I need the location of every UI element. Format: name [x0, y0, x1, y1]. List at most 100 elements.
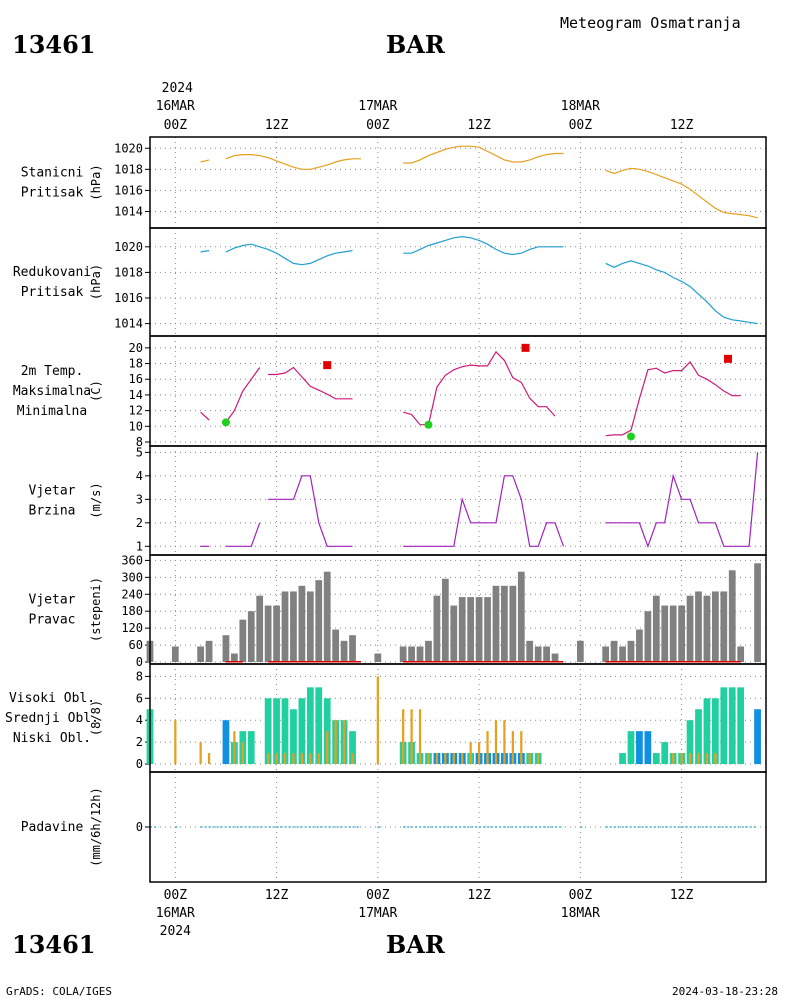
cloud-bar-low	[267, 753, 270, 764]
cloud-bar-mid	[661, 742, 669, 764]
cloud-bar-mid	[652, 753, 660, 764]
wind-direction-bar	[467, 597, 475, 662]
wind-direction-bar	[509, 585, 517, 662]
cloud-bar-low	[714, 753, 717, 764]
cloud-bar-high	[222, 720, 230, 764]
cloud-bar-mid	[281, 698, 289, 764]
y-axis-title: (m/s)	[89, 482, 103, 518]
cloud-bar-mid	[306, 687, 314, 764]
cloud-bar-mid	[627, 731, 635, 764]
series-line	[225, 243, 353, 266]
wind-direction-bar	[678, 605, 685, 662]
top-time-label: 17MAR	[358, 99, 397, 114]
wind-direction-bar	[517, 571, 525, 662]
wind-direction-bar	[737, 646, 745, 662]
panel-precipitation	[145, 771, 767, 883]
series-line	[200, 250, 210, 253]
y-tick-label: 1018	[114, 265, 143, 279]
footer-credit: GrADS: COLA/IGES	[6, 985, 112, 998]
bottom-time-label: 17MAR	[358, 906, 397, 921]
cloud-bar-low	[376, 676, 379, 764]
wind-direction-bar	[247, 611, 255, 662]
cloud-bar-mid	[247, 731, 255, 764]
cloud-bar-mid	[264, 698, 272, 764]
wind-direction-bar	[543, 646, 550, 662]
series-line	[200, 411, 210, 421]
series-line	[605, 260, 758, 325]
wind-direction-bar	[374, 653, 382, 662]
top-time-label: 16MAR	[156, 99, 195, 114]
wind-direction-bar	[273, 605, 280, 662]
cloud-bar-mid	[290, 709, 297, 764]
cloud-bar-low	[494, 720, 498, 764]
cloud-bar-high	[644, 731, 652, 764]
series-line	[200, 159, 210, 163]
cloud-bar-low	[477, 742, 481, 764]
y-axis-title: (hPa)	[89, 164, 103, 200]
wind-direction-bar	[686, 595, 694, 662]
cloud-bar-low	[486, 731, 489, 764]
cloud-bar-low	[402, 709, 405, 764]
y-tick-label: 4	[136, 469, 143, 483]
cloud-bar-low	[503, 720, 506, 764]
cloud-bar-low	[334, 720, 337, 764]
y-tick-label: 0	[136, 655, 143, 669]
bottom-time-label: 12Z	[265, 888, 289, 903]
cloud-bar-low	[233, 731, 236, 764]
cloud-bar-low	[275, 753, 278, 764]
cloud-bar-mid	[315, 687, 323, 764]
panel-label: Srednji Obl.	[5, 711, 99, 726]
y-tick-label: 4	[136, 713, 143, 727]
cloud-bar-mid	[298, 698, 306, 764]
y-tick-label: 1014	[114, 317, 143, 331]
y-tick-label: 12	[129, 404, 143, 418]
cloud-bar-low	[300, 753, 304, 764]
wind-direction-bar	[171, 646, 179, 662]
cloud-bar-low	[705, 753, 709, 764]
y-tick-label: 1016	[114, 291, 143, 305]
y-tick-label: 1	[136, 539, 143, 553]
panel-label: Redukovani	[13, 265, 91, 280]
max-temp-marker	[323, 361, 332, 370]
top-time-label: 00Z	[569, 118, 593, 133]
max-temp-marker	[521, 343, 530, 352]
series-line	[605, 361, 741, 437]
cloud-bar-low	[435, 753, 439, 764]
y-tick-label: 3	[136, 492, 143, 506]
top-time-label: 12Z	[467, 118, 491, 133]
cloud-bar-low	[427, 753, 430, 764]
panel-frame	[149, 771, 767, 883]
wind-direction-bar	[619, 646, 626, 662]
top-time-label: 00Z	[366, 118, 390, 133]
y-tick-label: 360	[121, 553, 143, 567]
wind-direction-bar	[610, 640, 618, 662]
y-tick-label: 2	[136, 516, 143, 530]
top-time-label: 12Z	[670, 118, 694, 133]
panel-label: Pravac	[29, 613, 76, 628]
panel-label: Stanicni	[21, 166, 84, 181]
y-axis-title: (mm/6h/12h)	[89, 787, 103, 866]
cloud-bar-mid	[686, 720, 694, 764]
y-tick-label: 6	[136, 691, 143, 705]
wind-direction-bar	[425, 640, 432, 662]
header-station-id: 13461	[12, 30, 96, 59]
chart-title: Meteogram Osmatranja	[560, 14, 741, 32]
cloud-bar-low	[174, 720, 177, 764]
series-line	[225, 154, 361, 170]
footer-station-name: BAR	[386, 930, 445, 959]
cloud-bar-low	[309, 753, 312, 764]
wind-direction-bar	[602, 646, 610, 662]
wind-direction-bar	[231, 653, 238, 662]
wind-direction-bar	[222, 635, 230, 662]
top-time-label: 18MAR	[561, 99, 600, 114]
y-tick-label: 1018	[114, 162, 143, 176]
wind-direction-bar	[290, 591, 297, 662]
wind-direction-bar	[711, 591, 719, 662]
bottom-time-label: 2024	[160, 924, 191, 939]
wind-direction-bar	[492, 585, 500, 662]
footer-station-id: 13461	[12, 930, 96, 959]
wind-direction-bar	[315, 580, 323, 662]
panel-label: Maksimalna	[13, 384, 91, 399]
y-axis-title: (C)	[89, 380, 103, 402]
